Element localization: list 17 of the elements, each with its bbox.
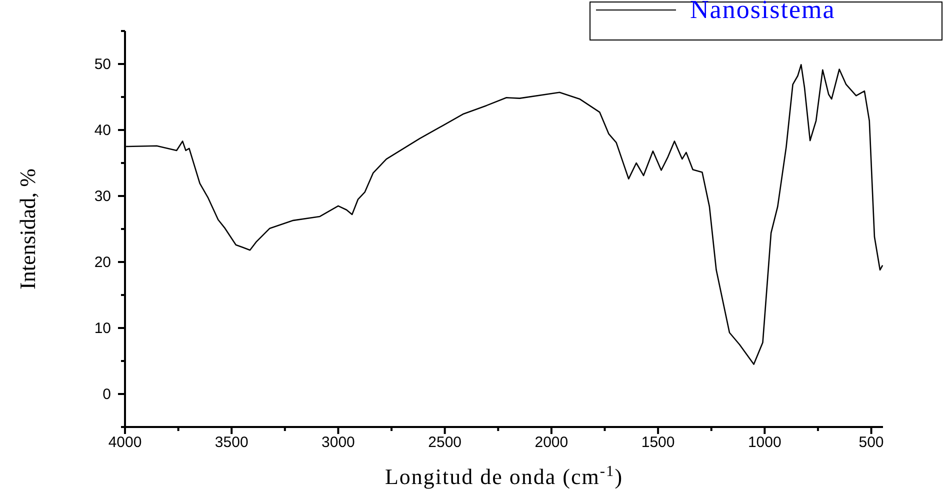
x-tick-label: 2000	[534, 434, 568, 451]
x-axis-title: Longitud de onda (cm$^{-1}$)	[384, 462, 624, 489]
x-tick-label: 500	[858, 434, 884, 451]
x-tick-label: 3500	[214, 434, 248, 451]
x-tick-label: 3000	[322, 434, 355, 451]
x-tick-label: 1000	[748, 434, 782, 451]
y-tick-label: 20	[94, 254, 111, 271]
y-tick-label: 0	[102, 386, 111, 403]
x-tick-label: 4000	[108, 434, 142, 451]
y-tick-label: 30	[94, 188, 111, 205]
x-tick-label: 1500	[641, 434, 675, 451]
y-tick-label: 50	[94, 56, 111, 73]
y-tick-label: 40	[94, 122, 111, 139]
y-axis-title: Intensidad, %	[15, 168, 40, 290]
y-tick-label: 10	[94, 320, 111, 337]
legend-label: Nanosistema	[690, 0, 836, 24]
x-tick-label: 2500	[428, 434, 462, 451]
